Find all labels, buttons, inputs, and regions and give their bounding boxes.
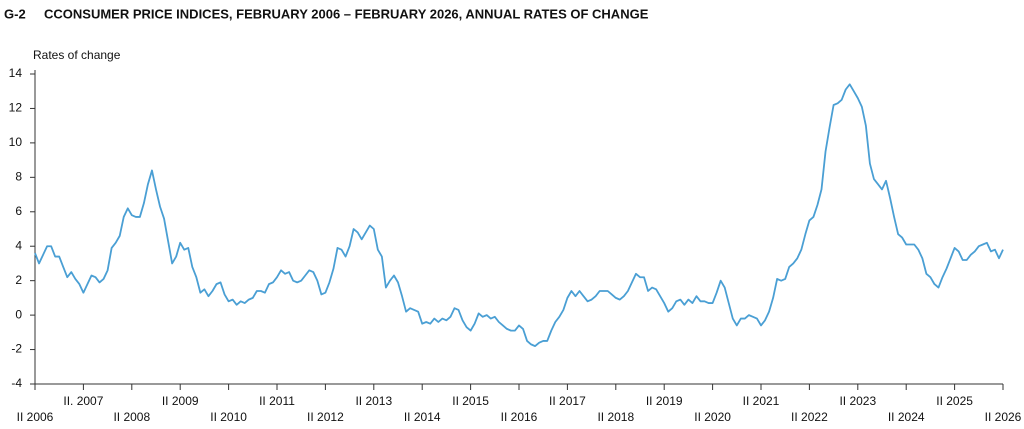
x-tick-label: II 2014 xyxy=(404,410,441,424)
y-tick-label: 8 xyxy=(15,170,22,184)
x-tick-label: II 2013 xyxy=(355,394,392,408)
y-tick-label: -2 xyxy=(11,342,22,356)
x-tick-label: II 2006 xyxy=(17,410,54,424)
x-tick-label: II 2025 xyxy=(936,394,973,408)
x-tick-label: II 2016 xyxy=(501,410,538,424)
y-tick-label: 14 xyxy=(9,66,23,80)
y-tick-label: 2 xyxy=(15,273,22,287)
y-tick-label: 4 xyxy=(15,238,22,252)
chart-label: G-2 xyxy=(4,6,26,21)
x-tick-label: II 2011 xyxy=(259,394,295,408)
x-tick-label: II 2010 xyxy=(210,410,247,424)
y-tick-label: 12 xyxy=(9,101,23,115)
x-tick-label: II 2009 xyxy=(162,394,199,408)
x-tick-label: II 2018 xyxy=(597,410,634,424)
x-tick-label: II. 2007 xyxy=(63,394,103,408)
x-tick-label: II 2021 xyxy=(743,394,780,408)
y-tick-label: 0 xyxy=(15,307,22,321)
x-tick-label: II 2017 xyxy=(549,394,586,408)
chart-title: CCONSUMER PRICE INDICES, FEBRUARY 2006 –… xyxy=(44,6,649,21)
data-line xyxy=(34,83,1004,348)
x-tick-label: II 2024 xyxy=(888,410,925,424)
x-tick-label: II 2026 xyxy=(985,410,1022,424)
y-tick-label: 10 xyxy=(9,135,23,149)
y-tick-label: -4 xyxy=(11,376,22,390)
y-tick-label: 6 xyxy=(15,204,22,218)
x-tick-label: II 2015 xyxy=(452,394,489,408)
x-tick-label: II 2008 xyxy=(113,410,150,424)
x-tick-label: II 2019 xyxy=(646,394,683,408)
y-axis-label: Rates of change xyxy=(33,48,121,62)
x-tick-label: II 2020 xyxy=(694,410,731,424)
x-tick-label: II 2022 xyxy=(791,410,828,424)
x-tick-label: II 2023 xyxy=(839,394,876,408)
x-tick-label: II 2012 xyxy=(307,410,344,424)
